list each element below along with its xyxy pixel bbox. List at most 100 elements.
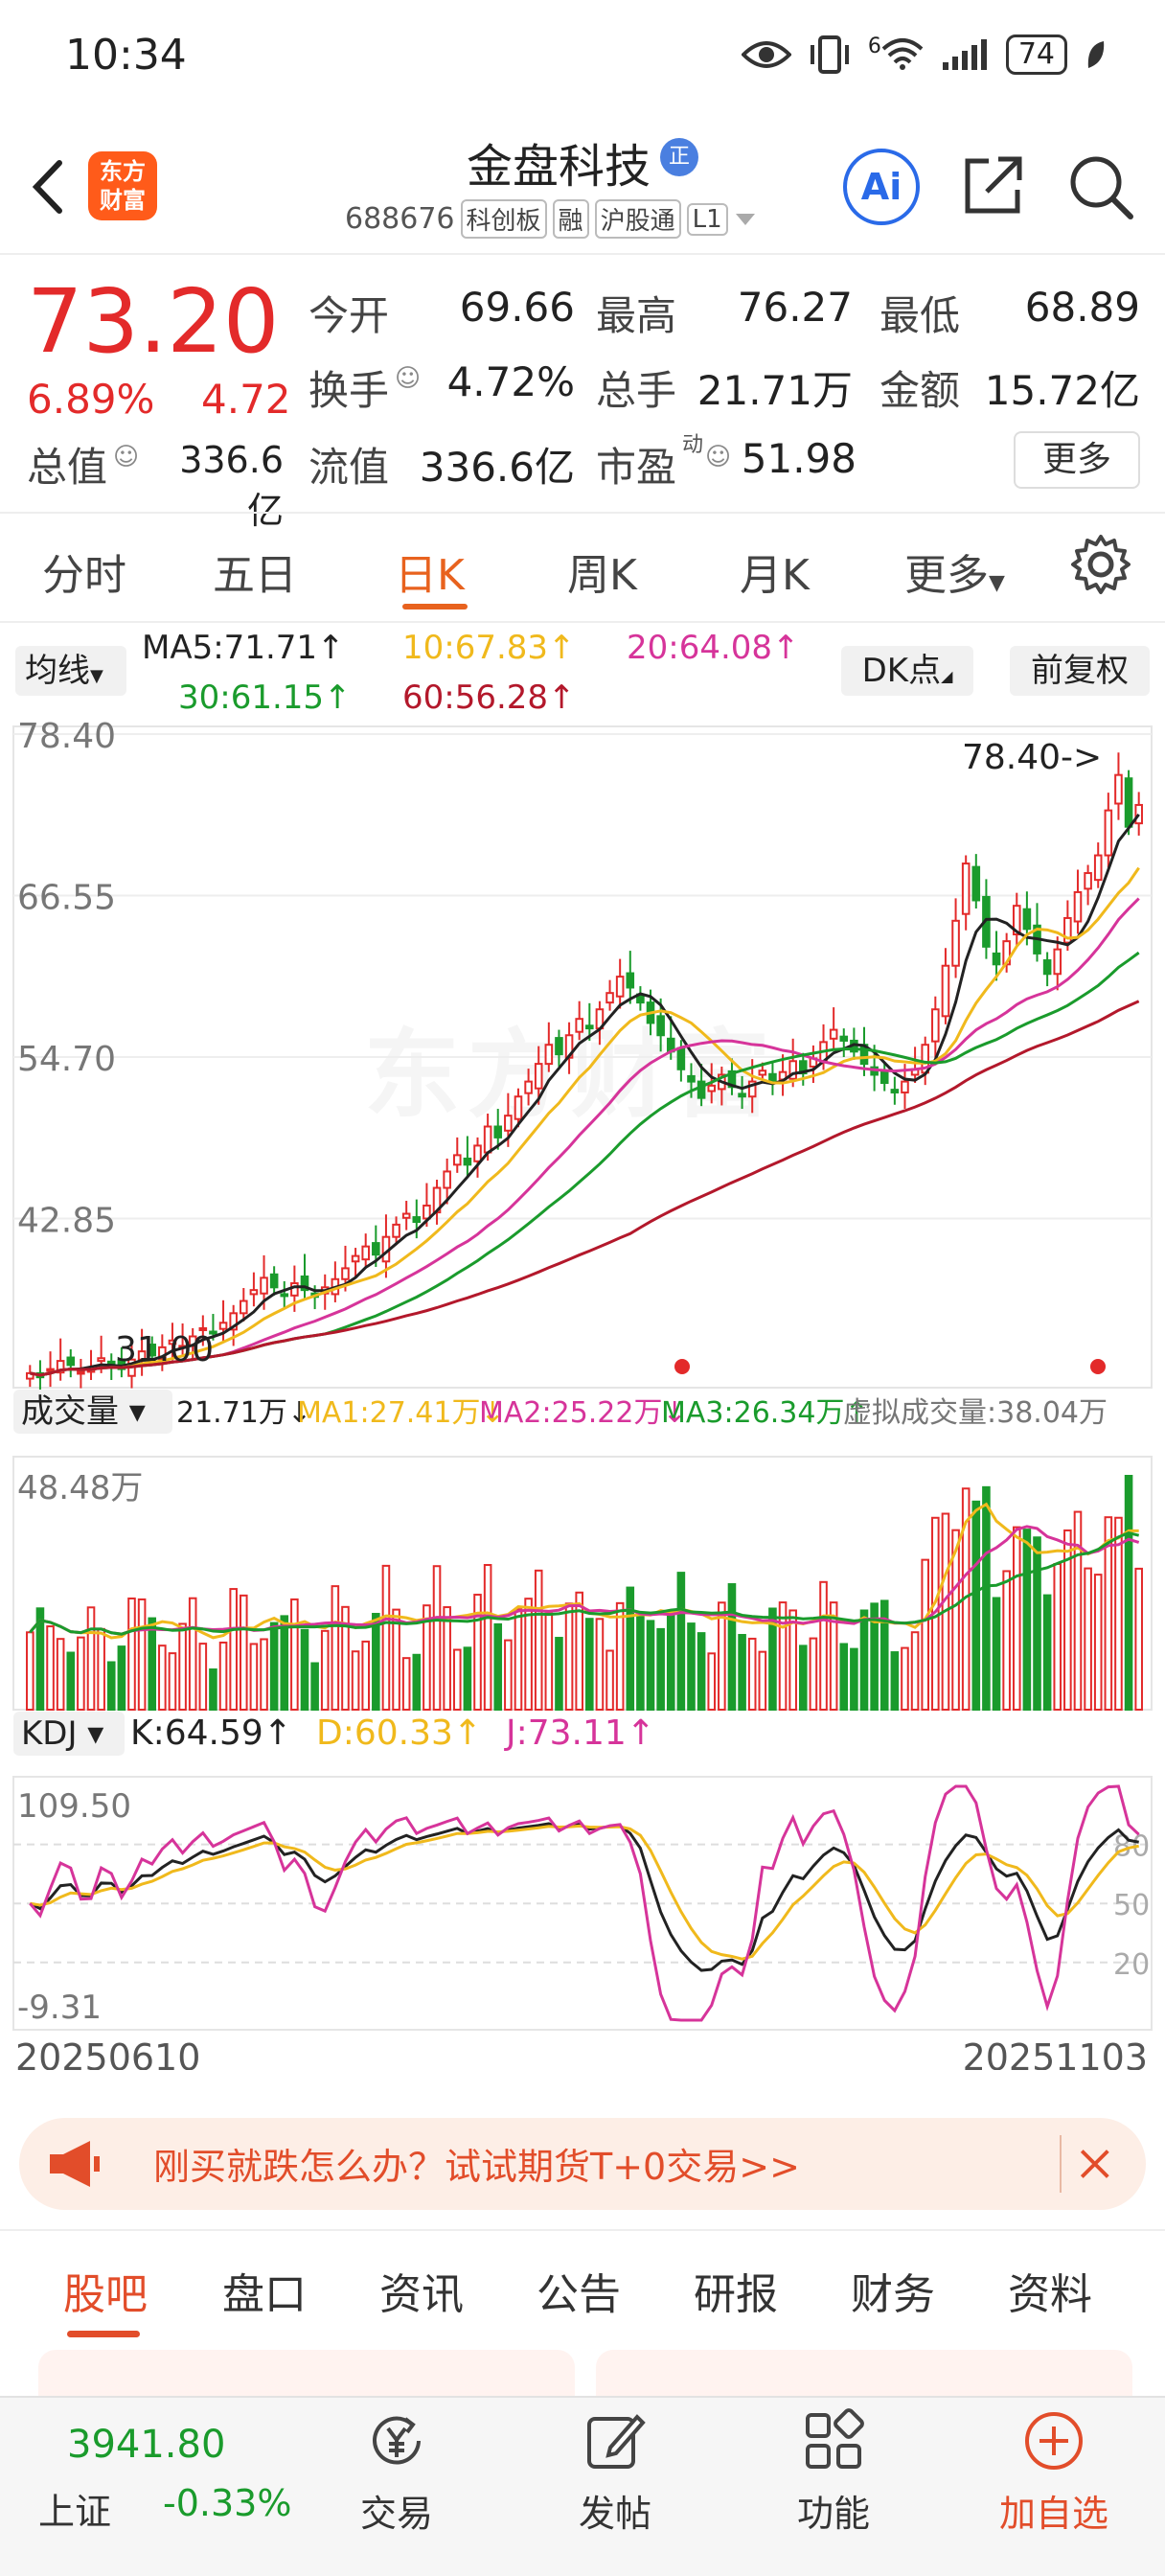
status-bar: 10:34 6 74 (0, 0, 1165, 115)
candle (361, 1245, 371, 1261)
index-change[interactable]: -0.33% (163, 2482, 292, 2524)
tab-intraday[interactable]: 分时 (42, 551, 126, 600)
dk-points-button[interactable]: DK点◢ (841, 646, 973, 696)
add-circle-icon (1025, 2412, 1083, 2470)
tab-research[interactable]: 研报 (694, 2270, 778, 2319)
kdj-max-label: 109.50 (17, 1787, 131, 1826)
stock-subtitle[interactable]: 688676 科创板 融 沪股通 L1 (345, 199, 757, 239)
yen-cycle-icon (373, 2416, 421, 2465)
volume-bar (1042, 1594, 1052, 1712)
volume-bar (504, 1639, 513, 1711)
volume-bar (341, 1605, 350, 1712)
candle (463, 1157, 472, 1166)
volume-bar (595, 1618, 605, 1711)
volume-bar (483, 1564, 492, 1711)
header-divider (0, 253, 1165, 255)
bottom-nav (0, 2396, 1165, 2576)
candle (239, 1300, 248, 1315)
promo-banner[interactable] (19, 2118, 1146, 2210)
candle (524, 1080, 533, 1094)
candle (931, 1008, 940, 1043)
info-icon[interactable]: ☺ (705, 443, 732, 472)
k-line (29, 1822, 1139, 1972)
event-dot (674, 1359, 690, 1374)
tab-monthly-k[interactable]: 月K (740, 551, 810, 600)
candle (605, 992, 614, 1004)
candle (1084, 872, 1092, 890)
volume-bar (697, 1632, 706, 1712)
ma-selector[interactable]: 均线▼ (15, 646, 126, 696)
info-icon[interactable]: ☺ (113, 443, 140, 472)
search-icon[interactable] (1065, 151, 1134, 220)
tab-news[interactable]: 资讯 (379, 2270, 464, 2319)
volume-bar (117, 1645, 126, 1711)
candle (249, 1289, 259, 1296)
tab-more[interactable]: 更多▼ (904, 540, 1005, 602)
k-line-chart[interactable]: 78.40 66.55 54.70 42.85 78.40-> 31.00 成交量 ▾ 21.… (0, 709, 1165, 2070)
x-end-label: 20251103 (963, 2036, 1148, 2070)
tab-more-label: 更多 (904, 551, 989, 600)
volume-bar (249, 1643, 259, 1711)
active-tab-underline (67, 2331, 140, 2337)
close-icon[interactable] (1060, 2135, 1117, 2193)
change-value: 4.72 (201, 376, 291, 423)
candle (26, 1371, 34, 1380)
back-arrow-icon[interactable] (25, 153, 73, 220)
tab-daily-k[interactable]: 日K (395, 551, 465, 600)
volume-bar (921, 1558, 930, 1711)
candle (758, 1070, 767, 1076)
candle (290, 1282, 299, 1297)
nav-post[interactable]: 发帖 (548, 2407, 682, 2537)
candle (971, 865, 981, 902)
nav-functions[interactable]: 功能 (766, 2407, 901, 2537)
vol-ma2: MA2:25.22万↓ (479, 1396, 687, 1430)
index-value[interactable]: 3941.80 (67, 2423, 226, 2467)
stock-code: 688676 (345, 202, 455, 236)
volume-bar (46, 1625, 55, 1711)
ma-selector-label: 均线 (25, 652, 90, 690)
d-value: D:60.33↑ (316, 1714, 482, 1753)
volume-bar (951, 1529, 960, 1711)
kdj-selector (13, 1712, 125, 1756)
more-quote-button[interactable]: 更多 (1014, 431, 1140, 489)
promo-text[interactable]: 刚买就跌怎么办？试试期货T+0交易>> (153, 2146, 800, 2188)
x-start-label: 20250610 (15, 2036, 200, 2070)
tab-finance[interactable]: 财务 (851, 2270, 935, 2319)
gear-icon[interactable] (1069, 533, 1132, 596)
volume-selector (13, 1390, 172, 1434)
tag-margin: 融 (552, 199, 589, 239)
volume-bar (168, 1652, 177, 1711)
price-adjust-button[interactable]: 前复权 (1010, 646, 1150, 696)
volume-bar (859, 1609, 869, 1711)
nav-trade[interactable]: 交易 (330, 2407, 464, 2537)
tab-forum[interactable]: 股吧 (63, 2270, 148, 2319)
volume-bar (1063, 1529, 1072, 1711)
open-label: 今开 (308, 292, 390, 339)
index-name[interactable]: 上证 (38, 2491, 112, 2533)
market-cap-label: 总值 (27, 444, 108, 491)
caret-down-icon: ▼ (90, 666, 103, 686)
virtual-volume: 虚拟成交量:38.04万 (843, 1396, 1108, 1430)
volume-bar (432, 1565, 442, 1711)
candle (585, 1024, 594, 1030)
candle (1022, 908, 1032, 931)
volume-bar (585, 1618, 594, 1711)
candle (452, 1154, 462, 1166)
high-marker: 78.40-> (962, 738, 1102, 777)
tab-announcements[interactable]: 公告 (537, 2270, 621, 2319)
tab-five-day[interactable]: 五日 (213, 551, 297, 600)
period-tabs: 分时 五日 日K 周K 月K 更多▼ (0, 518, 1165, 623)
volume-bar (707, 1652, 717, 1712)
candle (77, 1370, 85, 1375)
ai-assistant-icon[interactable]: Ai (843, 149, 920, 225)
info-icon[interactable]: ☺ (395, 364, 422, 393)
volume-bar (626, 1586, 635, 1711)
tab-weekly-k[interactable]: 周K (567, 551, 637, 600)
share-icon[interactable] (960, 151, 1027, 218)
volume-bar (605, 1649, 614, 1712)
tab-profile[interactable]: 资料 (1008, 2270, 1092, 2319)
stock-name: 金盘科技 (466, 140, 651, 194)
tab-order-book[interactable]: 盘口 (222, 2270, 307, 2319)
volume-bar (555, 1637, 563, 1711)
nav-add-watchlist[interactable]: 加自选 (987, 2407, 1121, 2537)
